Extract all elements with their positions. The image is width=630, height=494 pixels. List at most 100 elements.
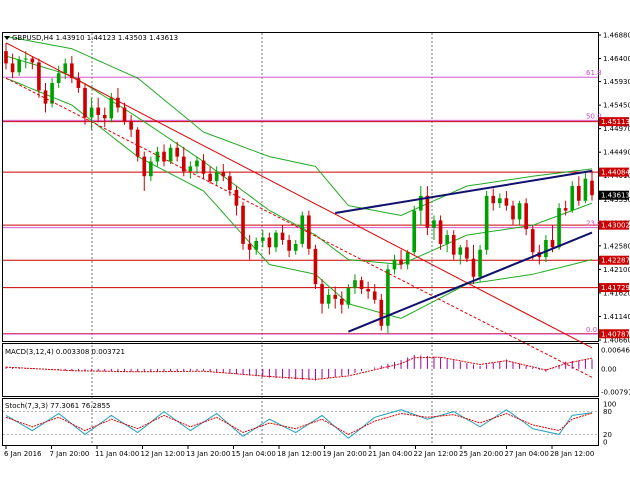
stoch-signal-line bbox=[5, 412, 593, 435]
candle-body bbox=[129, 121, 133, 130]
candle-body bbox=[37, 62, 41, 91]
x-tick-label: 13 Jan 20:00 bbox=[186, 450, 230, 458]
price-label-box bbox=[599, 117, 629, 127]
fib-level-label: 50.0 bbox=[586, 112, 602, 120]
trendlines-layer bbox=[5, 42, 593, 378]
x-tick-label: 15 Jan 04:00 bbox=[232, 450, 276, 458]
candle-body bbox=[83, 87, 87, 118]
y-tick-label: 1.40660 bbox=[603, 337, 630, 345]
candle-body bbox=[399, 259, 403, 265]
candle-body bbox=[287, 239, 291, 251]
price-label-text: 1.43613 bbox=[601, 192, 630, 200]
candle-body bbox=[544, 239, 548, 258]
candle-body bbox=[313, 248, 318, 285]
candle-body bbox=[234, 189, 239, 206]
stoch-tick-label: 20 bbox=[603, 431, 612, 439]
macd-header: MACD(3,12,4) 0.003308 0.003721 bbox=[5, 348, 125, 356]
candle-body bbox=[96, 107, 100, 115]
candle-body bbox=[168, 147, 173, 162]
candle-body bbox=[195, 160, 199, 167]
x-tick-label: 22 Jan 12:00 bbox=[414, 450, 458, 458]
y-tick-label: 1.46400 bbox=[603, 55, 630, 63]
candle-body bbox=[56, 73, 61, 84]
candle-body bbox=[366, 289, 370, 292]
macd-signal-line bbox=[5, 356, 593, 380]
candle-body bbox=[438, 220, 443, 244]
candle-body bbox=[76, 78, 81, 88]
candle-body bbox=[267, 237, 272, 248]
candle-body bbox=[102, 114, 107, 119]
y-tick-label: 1.41140 bbox=[603, 313, 630, 321]
candle-body bbox=[155, 151, 160, 162]
fib-level-label: 0.0 bbox=[586, 326, 597, 334]
macd-tick-label: 0.00646 bbox=[601, 347, 630, 355]
y-tick-label: 1.45450 bbox=[603, 102, 630, 110]
candle-body bbox=[43, 90, 48, 104]
candle-body bbox=[379, 299, 384, 326]
axis-labels-layer: 1.46880 1.46400 1.45930 1.45450 1.44970 1.444… bbox=[4, 32, 630, 459]
candle-body bbox=[30, 58, 35, 63]
candle-body bbox=[550, 239, 555, 248]
candle-body bbox=[247, 243, 252, 250]
stoch-tick-label: 100 bbox=[603, 401, 616, 409]
candle-body bbox=[201, 160, 206, 174]
candle-body bbox=[70, 63, 74, 79]
candle-body bbox=[458, 247, 463, 255]
candle-body bbox=[280, 232, 285, 240]
main-header: GBPUSD,H4 1.43910 1.44123 1.43503 1.4361… bbox=[12, 34, 178, 42]
candle-body bbox=[563, 208, 568, 211]
candle-body bbox=[577, 186, 581, 201]
stoch-header: Stoch(7,3,3) 77.3061 76.2855 bbox=[5, 402, 110, 410]
macd-panel-frame bbox=[2, 343, 599, 397]
candle-body bbox=[346, 288, 351, 305]
candle-body bbox=[405, 252, 410, 265]
stoch-layer bbox=[3, 409, 598, 439]
triangle-down-icon[interactable] bbox=[4, 36, 10, 40]
y-tick-label: 1.42580 bbox=[603, 242, 630, 250]
red-channel-line bbox=[5, 42, 593, 349]
price-label-box bbox=[599, 220, 629, 230]
stoch-tick-label: 0 bbox=[603, 439, 607, 447]
candle-body bbox=[208, 173, 212, 182]
candle-body bbox=[465, 247, 469, 259]
price-label-box bbox=[599, 190, 629, 200]
candle-body bbox=[557, 208, 561, 248]
candle-body bbox=[17, 59, 21, 73]
candle-body bbox=[116, 97, 120, 108]
candle-body bbox=[89, 107, 94, 118]
candle-body bbox=[359, 280, 364, 290]
candle-body bbox=[320, 284, 324, 304]
candle-body bbox=[517, 203, 522, 220]
price-label-box bbox=[599, 329, 629, 339]
candle-body bbox=[188, 166, 193, 172]
candle-body bbox=[418, 195, 423, 211]
price-label-text: 1.42287 bbox=[601, 257, 630, 265]
candle-body bbox=[530, 229, 535, 253]
candle-body bbox=[590, 180, 594, 196]
stoch-tick-label: 80 bbox=[603, 408, 612, 416]
candle-body bbox=[412, 210, 417, 253]
candle-body bbox=[432, 220, 436, 228]
candle-body bbox=[109, 97, 114, 119]
candle-body bbox=[392, 259, 397, 270]
candle-body bbox=[149, 161, 153, 177]
x-tick-label: 7 Jan 20:00 bbox=[50, 450, 90, 458]
x-tick-label: 6 Jan 2016 bbox=[4, 450, 42, 458]
price-label-text: 1.44084 bbox=[601, 169, 630, 177]
candle-body bbox=[50, 83, 54, 104]
x-tick-label: 19 Jan 20:00 bbox=[323, 450, 367, 458]
y-tick-label: 1.44970 bbox=[603, 125, 630, 133]
candle-body bbox=[122, 107, 127, 122]
candle-body bbox=[23, 58, 28, 60]
candle-body bbox=[260, 237, 265, 241]
candle-body bbox=[471, 258, 476, 277]
candle-body bbox=[570, 186, 575, 211]
bollinger-lower-line bbox=[5, 77, 593, 319]
candle-body bbox=[274, 232, 278, 248]
y-tick-label: 1.45930 bbox=[603, 78, 630, 86]
y-tick-label: 1.44490 bbox=[603, 149, 630, 157]
candle-body bbox=[175, 147, 180, 157]
candle-body bbox=[484, 195, 489, 250]
